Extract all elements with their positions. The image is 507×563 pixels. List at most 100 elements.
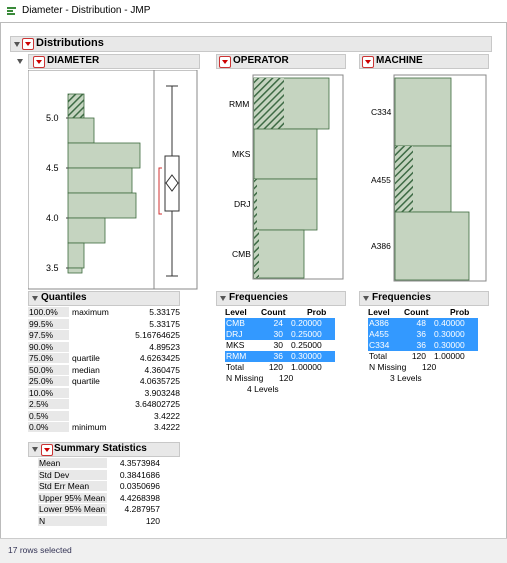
freq-row[interactable]: A386 48 0.40000 [368, 318, 478, 329]
y-tick-label: 5.0 [46, 113, 59, 123]
summary-header[interactable]: Summary Statistics [28, 442, 180, 457]
machine-freq-header[interactable]: Frequencies [359, 291, 489, 306]
freq-prob: 0.30000 [434, 340, 465, 350]
quantile-value: 4.89523 [149, 341, 180, 352]
bar-rmm-selected [254, 78, 284, 129]
quantile-row: 50.0% median 4.360475 [28, 364, 188, 377]
quantile-row: 100.0% maximum 5.33175 [28, 307, 188, 319]
histogram-bar[interactable] [67, 242, 85, 269]
collapse-icon[interactable] [220, 296, 226, 301]
diameter-header[interactable]: DIAMETER [17, 54, 200, 69]
histogram-bar[interactable] [67, 217, 106, 244]
summary-value: 0.0350696 [119, 481, 160, 491]
freq-count: 30 [273, 329, 283, 339]
quantile-value: 4.0635725 [139, 376, 180, 386]
freq-header-row: Level Count Prob [225, 307, 335, 318]
freq-prob: 1.00000 [434, 351, 465, 361]
bar-c334[interactable] [394, 77, 452, 147]
histogram-bar[interactable] [67, 93, 85, 119]
frequencies-title: Frequencies [229, 292, 288, 303]
quantile-row: 2.5% 3.64802725 [28, 399, 188, 411]
window-titlebar: Diameter - Distribution - JMP [0, 0, 507, 23]
col-header: Level [368, 307, 390, 317]
red-triangle-menu-icon[interactable] [362, 56, 374, 68]
freq-count: 36 [416, 329, 426, 339]
operator-chart[interactable]: RMM MKS DRJ CMB [216, 70, 344, 280]
freq-level: A386 [369, 318, 389, 328]
histogram-bar[interactable] [67, 167, 133, 194]
freq-count: 120 [411, 351, 426, 361]
col-header: Level [225, 307, 247, 317]
freq-count: 24 [273, 318, 283, 328]
distributions-header[interactable]: Distributions [10, 36, 492, 52]
freq-level: Total [369, 351, 387, 361]
quantile-pct: 0.0% [28, 422, 69, 432]
diameter-histogram[interactable]: 5.0 4.5 4.0 3.5 [28, 70, 198, 290]
quantiles-header[interactable]: Quantiles [28, 291, 180, 306]
quantile-value: 5.33175 [149, 318, 180, 329]
bar-mks[interactable] [253, 128, 318, 180]
bar-cmb[interactable] [253, 229, 305, 279]
quantile-row: 25.0% quartile 4.0635725 [28, 376, 188, 388]
quantile-value: 4.6263425 [139, 353, 180, 363]
histogram-bar[interactable] [67, 142, 141, 169]
collapse-icon[interactable] [363, 296, 369, 301]
category-label: A455 [371, 175, 391, 185]
red-triangle-menu-icon[interactable] [33, 56, 45, 68]
freq-row[interactable]: CMB 24 0.20000 [225, 318, 335, 329]
freq-level: C334 [369, 340, 390, 350]
operator-freq-header[interactable]: Frequencies [216, 291, 346, 306]
summary-row: N 120 [38, 515, 168, 528]
machine-header[interactable]: MACHINE [359, 54, 489, 69]
red-triangle-menu-icon[interactable] [219, 56, 231, 68]
collapse-icon[interactable] [32, 296, 38, 301]
missing-label: N Missing [226, 373, 264, 383]
freq-row[interactable]: RMM 36 0.30000 [225, 351, 335, 362]
freq-header-row: Level Count Prob [368, 307, 478, 318]
collapse-icon[interactable] [14, 42, 20, 47]
quantile-row: 75.0% quartile 4.6263425 [28, 353, 188, 365]
quantile-pct: 99.5% [28, 318, 69, 329]
operator-freq-table: Level Count Prob CMB 24 0.20000 DRJ 30 0.25000 MK… [225, 307, 335, 395]
histogram-bar[interactable] [67, 192, 137, 219]
machine-title: MACHINE [376, 55, 423, 66]
histogram-bar[interactable] [67, 117, 95, 144]
bar-a386[interactable] [394, 211, 470, 281]
freq-row[interactable]: C334 36 0.30000 [368, 340, 478, 351]
bar-drj-selected [254, 179, 257, 230]
freq-prob: 0.25000 [291, 340, 322, 350]
freq-count: 36 [273, 351, 283, 361]
summary-name: Std Err Mean [38, 481, 107, 491]
category-label: A386 [371, 241, 391, 251]
freq-prob: 0.25000 [291, 329, 322, 339]
summary-row: Std Dev 0.3841686 [38, 469, 168, 482]
bar-a455-selected [395, 146, 413, 212]
collapse-icon[interactable] [17, 59, 23, 64]
quantile-pct: 75.0% [28, 353, 69, 363]
freq-row[interactable]: A455 36 0.30000 [368, 329, 478, 340]
freq-level: DRJ [226, 329, 243, 339]
freq-count: 120 [268, 362, 283, 372]
freq-level: MKS [226, 340, 245, 350]
freq-row[interactable]: MKS 30 0.25000 [225, 340, 335, 351]
quantile-name: median [72, 364, 100, 375]
red-triangle-menu-icon[interactable] [22, 38, 34, 50]
freq-prob: 0.40000 [434, 318, 465, 328]
quantile-pct: 10.0% [28, 387, 69, 398]
quantile-row: 10.0% 3.903248 [28, 387, 188, 400]
levels-row: 3 Levels [368, 373, 478, 384]
collapse-icon[interactable] [32, 447, 38, 452]
summary-table: Mean 4.3573984 Std Dev 0.3841686 Std Err Mea… [38, 458, 168, 527]
machine-chart[interactable]: C334 A455 A386 [359, 70, 487, 282]
freq-row[interactable]: DRJ 30 0.25000 [225, 329, 335, 340]
operator-header[interactable]: OPERATOR [216, 54, 346, 69]
shortest-half-bracket [158, 167, 162, 215]
red-triangle-menu-icon[interactable] [41, 444, 53, 456]
levels-text: 4 Levels [247, 384, 279, 394]
histogram-bar[interactable] [67, 267, 83, 274]
quantile-value: 3.64802725 [135, 399, 180, 409]
quantile-pct: 100.0% [28, 307, 69, 317]
bar-drj[interactable] [253, 178, 318, 231]
summary-value: 0.3841686 [119, 469, 160, 480]
summary-row: Std Err Mean 0.0350696 [38, 481, 168, 493]
